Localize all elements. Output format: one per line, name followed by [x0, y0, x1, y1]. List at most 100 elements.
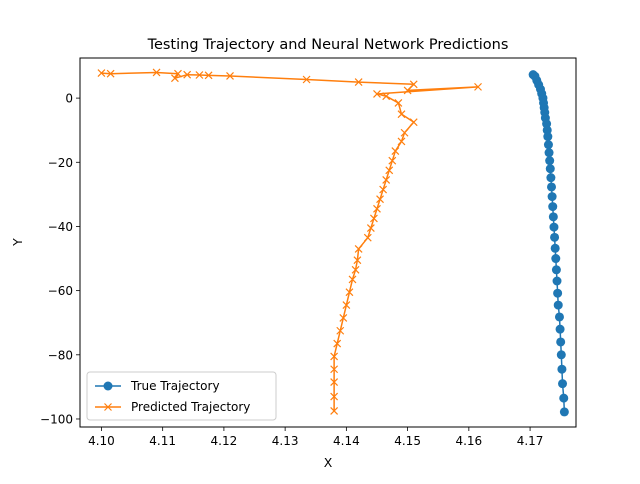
- data-point: [551, 254, 561, 264]
- y-axis-label: Y: [10, 238, 25, 247]
- data-point: [543, 140, 553, 150]
- data-point: [339, 313, 348, 322]
- data-point: [330, 378, 339, 387]
- series-predicted-trajectory: [97, 68, 482, 415]
- data-point: [330, 407, 339, 415]
- data-point: [397, 137, 406, 146]
- data-point: [557, 364, 567, 374]
- data-point: [388, 156, 397, 165]
- data-point: [336, 326, 345, 335]
- data-point: [342, 301, 351, 309]
- data-point: [551, 265, 561, 275]
- data-point: [174, 69, 182, 78]
- data-point: [382, 176, 391, 184]
- data-point: [397, 110, 406, 119]
- data-point: [351, 265, 360, 274]
- data-point: [152, 68, 161, 77]
- data-point: [553, 300, 563, 310]
- data-point: [558, 379, 568, 389]
- data-point: [409, 80, 418, 89]
- data-point: [353, 256, 362, 265]
- legend-marker: [104, 403, 112, 411]
- y-tick-label: −60: [48, 284, 73, 298]
- series-true-trajectory: [528, 70, 569, 417]
- data-point: [226, 72, 234, 80]
- data-point: [550, 243, 560, 253]
- data-point: [391, 147, 400, 155]
- data-point: [550, 232, 560, 242]
- x-tick-label: 4.13: [272, 434, 299, 448]
- data-point: [370, 214, 378, 223]
- data-point: [345, 288, 354, 297]
- data-point: [544, 148, 554, 158]
- x-axis: 4.10 4.11 4.12 4.13 4.14 4.15 4.16 4.17: [88, 427, 543, 448]
- data-point: [543, 132, 553, 142]
- data-point: [170, 74, 179, 83]
- x-tick-label: 4.14: [333, 434, 360, 448]
- legend-marker: [103, 381, 113, 391]
- data-point: [556, 337, 566, 347]
- data-point: [547, 192, 557, 202]
- data-point: [348, 275, 357, 284]
- data-point: [106, 69, 115, 78]
- legend: True Trajectory Predicted Trajectory: [86, 371, 277, 421]
- data-point: [409, 118, 418, 127]
- chart-title: Testing Trajectory and Neural Network Pr…: [147, 37, 509, 53]
- data-point: [330, 352, 339, 361]
- data-point: [400, 128, 409, 137]
- y-tick-label: 0: [65, 92, 73, 106]
- data-point: [554, 312, 564, 322]
- data-point: [379, 185, 388, 194]
- y-tick-label: −100: [40, 412, 73, 426]
- legend-label-true: True Trajectory: [130, 379, 220, 393]
- x-tick-label: 4.15: [394, 434, 421, 448]
- data-point: [382, 92, 391, 101]
- data-point: [546, 173, 556, 183]
- legend-box: [86, 371, 277, 421]
- data-point: [553, 288, 563, 298]
- data-point: [366, 224, 375, 232]
- data-point: [559, 407, 569, 417]
- data-point: [403, 86, 412, 95]
- x-tick-label: 4.17: [517, 434, 544, 448]
- data-point: [549, 222, 559, 232]
- data-point: [545, 164, 555, 174]
- legend-label-predicted: Predicted Trajectory: [131, 400, 250, 414]
- x-tick-label: 4.16: [455, 434, 482, 448]
- data-point: [363, 233, 372, 242]
- y-tick-label: −80: [48, 348, 73, 362]
- x-axis-label: X: [324, 455, 333, 470]
- data-point: [552, 276, 562, 286]
- data-point: [183, 70, 192, 79]
- data-point: [330, 392, 339, 401]
- data-point: [545, 156, 555, 166]
- data-point: [394, 98, 403, 107]
- legend-entries: [95, 381, 121, 411]
- x-tick-label: 4.10: [88, 434, 115, 448]
- data-point: [376, 195, 384, 204]
- y-tick-label: −20: [48, 156, 73, 170]
- data-point: [302, 75, 311, 84]
- data-point: [547, 182, 557, 192]
- data-point: [556, 350, 566, 360]
- x-tick-label: 4.11: [149, 434, 176, 448]
- data-point: [204, 71, 213, 80]
- data-point: [354, 244, 363, 253]
- data-point: [548, 202, 558, 212]
- x-tick-label: 4.12: [211, 434, 238, 448]
- data-point: [474, 82, 482, 91]
- data-point: [373, 204, 381, 213]
- data-point: [354, 78, 363, 86]
- y-tick-label: −40: [48, 220, 73, 234]
- data-point: [333, 339, 342, 348]
- data-point: [385, 166, 394, 175]
- data-point: [555, 324, 565, 334]
- data-point: [559, 393, 569, 403]
- data-point: [195, 71, 204, 79]
- axes-frame: [79, 57, 577, 428]
- data-point: [97, 69, 106, 78]
- data-point: [373, 90, 381, 98]
- data-point: [330, 365, 339, 374]
- data-point: [548, 212, 558, 222]
